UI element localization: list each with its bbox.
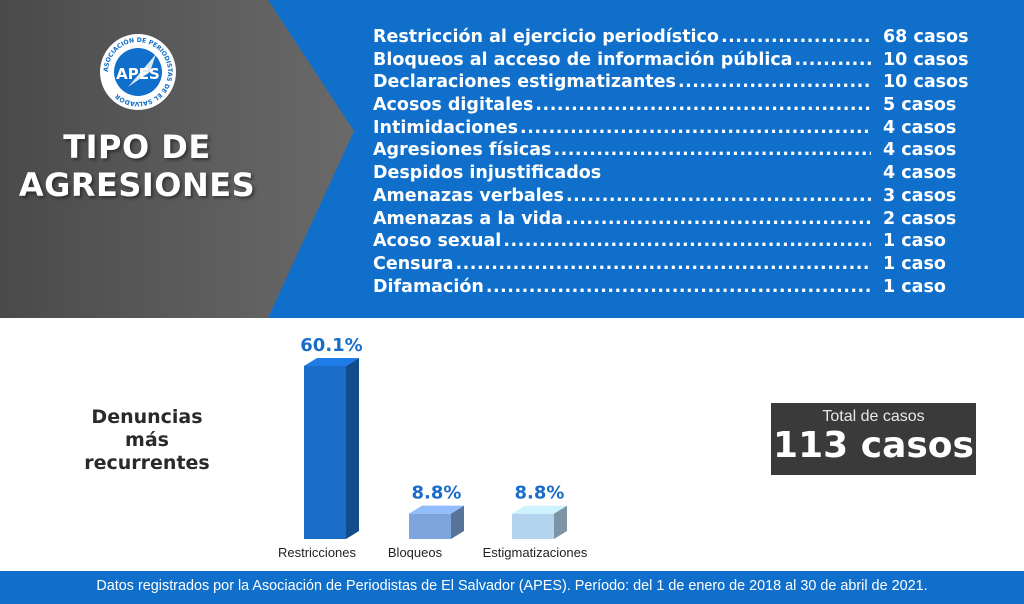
bar-chart-svg: 60.1% Restricciones 8.8% Bloqueos 8.8% Estigm… <box>278 335 588 560</box>
dot-leader <box>535 94 871 116</box>
header-band: ASOCIACIÓN DE PERIODISTAS DE EL SALVADOR… <box>0 0 1024 318</box>
bar-estigmatizaciones <box>512 505 567 539</box>
chart-subtitle: Denuncias más recurrentes <box>62 406 232 475</box>
aggression-row: Bloqueos al acceso de información públic… <box>373 49 983 72</box>
bar-side <box>451 505 464 539</box>
dot-leader <box>520 117 871 139</box>
aggression-row: Agresiones físicas 4 casos <box>373 139 983 162</box>
bar-value-label: 60.1% <box>300 335 362 356</box>
aggression-row: Restricción al ejercicio periodístico 68 … <box>373 26 983 49</box>
aggression-label: Declaraciones estigmatizantes <box>373 72 676 93</box>
bar-side <box>346 358 359 539</box>
bar-front <box>512 513 554 539</box>
footer-note: Datos registrados por la Asociación de P… <box>0 571 1024 604</box>
title-panel: ASOCIACIÓN DE PERIODISTAS DE EL SALVADOR… <box>0 0 354 318</box>
dot-leader <box>456 253 872 275</box>
dot-leader <box>566 185 871 207</box>
bar-side <box>554 505 567 539</box>
bar-bloqueos <box>409 505 464 539</box>
aggression-label: Acosos digitales <box>373 95 534 116</box>
aggression-row: Difamación 1 caso <box>373 276 983 299</box>
bar-top <box>304 358 359 366</box>
aggression-count: 1 caso <box>883 276 946 297</box>
dot-leader <box>486 276 871 298</box>
bar-top <box>409 505 464 514</box>
dot-leader <box>503 230 871 252</box>
aggression-count: 1 caso <box>883 253 946 274</box>
aggression-row: Acosos digitales 5 casos <box>373 94 983 117</box>
logo-acronym: APES <box>116 65 160 83</box>
dot-leader <box>553 139 871 161</box>
title-line-1: TIPO DE <box>63 128 211 166</box>
aggression-row: Amenazas a la vida 2 casos <box>373 208 983 231</box>
title-line-2: AGRESIONES <box>18 166 256 204</box>
aggression-count: 3 casos <box>883 185 957 206</box>
subtitle-line-1: Denuncias <box>91 406 203 428</box>
category-label: Estigmatizaciones <box>483 545 588 560</box>
aggression-count: 10 casos <box>883 49 969 70</box>
aggression-label: Agresiones físicas <box>373 140 552 161</box>
aggression-label: Bloqueos al acceso de información públic… <box>373 49 793 70</box>
total-value: 113 casos <box>773 425 974 466</box>
dot-leader <box>565 208 871 230</box>
bar-top <box>512 505 567 514</box>
aggression-count: 1 caso <box>883 231 946 252</box>
aggression-row: Censura 1 caso <box>373 253 983 276</box>
aggression-label: Amenazas verbales <box>373 185 564 206</box>
aggression-label: Difamación <box>373 276 484 297</box>
aggression-list: Restricción al ejercicio periodístico 68 … <box>373 26 983 298</box>
aggression-row: Acoso sexual 1 caso <box>373 230 983 253</box>
aggression-count: 2 casos <box>883 208 957 229</box>
dot-leader <box>721 26 871 48</box>
aggression-count: 10 casos <box>883 72 969 93</box>
title-panel-shape <box>0 0 354 318</box>
aggression-label: Intimidaciones <box>373 117 519 138</box>
dot-leader <box>795 49 872 71</box>
aggression-count: 4 casos <box>883 117 957 138</box>
aggression-row: Despidos injustificados 4 casos <box>373 162 983 185</box>
aggression-label: Restricción al ejercicio periodístico <box>373 27 719 47</box>
category-label: Restricciones <box>278 545 357 560</box>
bar-value-label: 8.8% <box>412 483 462 504</box>
aggression-row: Intimidaciones 4 casos <box>373 117 983 140</box>
aggression-count: 68 casos <box>883 27 969 47</box>
aggression-label: Despidos injustificados <box>373 163 602 184</box>
bar-front <box>409 513 451 539</box>
category-label: Bloqueos <box>388 545 443 560</box>
total-caption: Total de casos <box>822 408 925 425</box>
page-title: TIPO DE AGRESIONES <box>12 128 262 204</box>
aggression-label: Censura <box>373 253 454 274</box>
aggression-count: 4 casos <box>883 163 957 184</box>
aggression-count: 5 casos <box>883 95 957 116</box>
subtitle-line-2: más recurrentes <box>84 429 210 474</box>
aggression-row: Amenazas verbales 3 casos <box>373 185 983 208</box>
apes-logo: ASOCIACIÓN DE PERIODISTAS DE EL SALVADOR… <box>98 32 178 112</box>
total-box: Total de casos 113 casos <box>771 403 976 475</box>
bar-value-label: 8.8% <box>515 483 565 504</box>
bar-chart: 60.1% Restricciones 8.8% Bloqueos 8.8% Estigm… <box>255 320 635 570</box>
aggression-label: Amenazas a la vida <box>373 208 563 229</box>
aggression-label: Acoso sexual <box>373 231 502 252</box>
bar-restricciones <box>304 358 359 539</box>
aggression-count: 4 casos <box>883 140 957 161</box>
dot-leader <box>678 71 871 93</box>
aggression-row: Declaraciones estigmatizantes 10 casos <box>373 71 983 94</box>
bar-front <box>304 366 346 539</box>
